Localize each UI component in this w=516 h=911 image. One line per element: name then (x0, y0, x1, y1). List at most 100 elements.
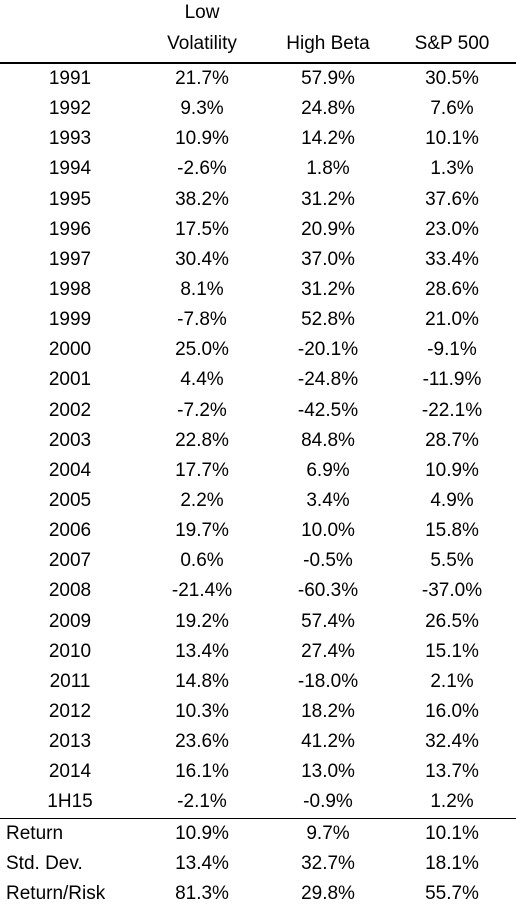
table-cell: -42.5% (297, 399, 359, 421)
table-cell: -0.5% (303, 550, 353, 572)
row-label: 1H15 (47, 791, 93, 813)
table-cell: 19.7% (175, 520, 229, 542)
table-row: 2006 19.7% 10.0% 15.8% (0, 516, 516, 546)
summary-cell: 29.8% (301, 882, 355, 904)
header-cell-high-beta: High Beta (264, 0, 392, 60)
row-label: 2011 (49, 670, 91, 692)
table-row: 2002 -7.2% -42.5% -22.1% (0, 396, 516, 426)
row-label: 1994 (48, 158, 92, 180)
table-cell: 21.7% (175, 68, 229, 89)
table-header: Low Volatility High Beta S&P 500 (0, 0, 516, 64)
summary-cell: 32.7% (301, 852, 355, 874)
table-row: 2013 23.6% 41.2% 32.4% (0, 727, 516, 757)
table-row: 1991 21.7% 57.9% 30.5% (0, 64, 516, 94)
row-label: 2009 (48, 610, 92, 632)
table-cell: -9.1% (427, 339, 477, 361)
summary-cell: 10.9% (175, 822, 229, 844)
row-label: 1997 (48, 248, 92, 270)
row-label: 2003 (48, 429, 92, 451)
row-label: 2010 (48, 640, 92, 662)
row-label: 2006 (48, 520, 92, 542)
table-cell: -60.3% (297, 580, 359, 602)
table-cell: 13.7% (425, 761, 479, 783)
table-cell: 32.4% (425, 731, 479, 753)
row-label: 2000 (48, 339, 92, 361)
table-cell: 24.8% (301, 98, 355, 120)
table-row: 1995 38.2% 31.2% 37.6% (0, 185, 516, 215)
table-cell: 57.4% (301, 610, 355, 632)
table-cell: -21.4% (171, 580, 233, 602)
table-row: 2008 -21.4% -60.3% -37.0% (0, 576, 516, 606)
table-cell: 41.2% (301, 731, 355, 753)
table-cell: 30.4% (175, 248, 229, 270)
table-row: 1996 17.5% 20.9% 23.0% (0, 215, 516, 245)
table-cell: 15.8% (425, 520, 479, 542)
table-cell: 28.6% (425, 278, 479, 300)
table-cell: 9.3% (180, 98, 224, 120)
table-cell: -20.1% (297, 339, 359, 361)
summary-cell: 9.7% (306, 822, 350, 844)
row-label: 1995 (48, 188, 92, 210)
table-cell: -7.2% (177, 399, 227, 421)
table-row: 2012 10.3% 18.2% 16.0% (0, 697, 516, 727)
header-label: Volatility (167, 33, 237, 54)
table-cell: 6.9% (306, 459, 350, 481)
table-cell: 31.2% (301, 278, 355, 300)
table-cell: -11.9% (422, 369, 482, 391)
summary-row: Return/Risk 81.3% 29.8% 55.7% (0, 879, 516, 909)
table-cell: 25.0% (175, 339, 229, 361)
table-cell: -24.8% (297, 369, 359, 391)
table-cell: 10.9% (425, 459, 479, 481)
table-cell: 52.8% (301, 309, 355, 331)
table-cell: -22.1% (421, 399, 483, 421)
summary-cell: 55.7% (425, 882, 479, 904)
table-body: 1991 21.7% 57.9% 30.5% 1992 9.3% 24.8% 7.6% 1993… (0, 64, 516, 818)
table-cell: 10.3% (175, 700, 229, 722)
table-summary: Return 10.9% 9.7% 10.1% Std. Dev. 13.4% 32.7% 1… (0, 817, 516, 909)
row-label: 2002 (48, 399, 92, 421)
table-cell: 1.2% (430, 791, 474, 813)
table-cell: 15.1% (425, 640, 479, 662)
table-row: 1998 8.1% 31.2% 28.6% (0, 275, 516, 305)
table-row: 1999 -7.8% 52.8% 21.0% (0, 305, 516, 335)
row-label: 2014 (48, 761, 92, 783)
summary-cell: 81.3% (175, 882, 229, 904)
table-cell: 0.6% (180, 550, 224, 572)
summary-label: Return/Risk (6, 882, 106, 904)
header-label: S&P 500 (414, 33, 490, 54)
table-cell: 7.6% (430, 98, 474, 120)
table-row: 2011 14.8% -18.0% 2.1% (0, 667, 516, 697)
row-label: 1991 (48, 68, 92, 89)
table-cell: 30.5% (425, 68, 479, 89)
table-cell: 19.2% (175, 610, 229, 632)
table-cell: 57.9% (301, 68, 355, 89)
summary-label: Std. Dev. (6, 852, 83, 874)
row-label: 1993 (48, 128, 92, 150)
table-cell: 28.7% (425, 429, 479, 451)
table-cell: 8.1% (180, 278, 224, 300)
table-row: 1993 10.9% 14.2% 10.1% (0, 124, 516, 154)
table-cell: 10.9% (175, 128, 229, 150)
table-row: 2004 17.7% 6.9% 10.9% (0, 456, 516, 486)
table-cell: 10.0% (301, 520, 355, 542)
header-label: Low (184, 2, 220, 23)
table-row: 1997 30.4% 37.0% 33.4% (0, 245, 516, 275)
table-cell: -37.0% (421, 580, 483, 602)
table-cell: 21.0% (425, 309, 479, 331)
table-row: 2003 22.8% 84.8% 28.7% (0, 426, 516, 456)
table-cell: 1.8% (306, 158, 350, 180)
table-cell: -18.0% (297, 670, 359, 692)
table-row: 1H15 -2.1% -0.9% 1.2% (0, 787, 516, 817)
table-cell: 14.8% (175, 670, 229, 692)
table-cell: 17.5% (175, 218, 229, 240)
table-row: 1994 -2.6% 1.8% 1.3% (0, 154, 516, 184)
summary-row: Return 10.9% 9.7% 10.1% (0, 817, 516, 849)
table-cell: 84.8% (301, 429, 355, 451)
table-row: 2010 13.4% 27.4% 15.1% (0, 637, 516, 667)
table-cell: 37.0% (301, 248, 355, 270)
summary-row: Std. Dev. 13.4% 32.7% 18.1% (0, 849, 516, 879)
table-row: 2005 2.2% 3.4% 4.9% (0, 486, 516, 516)
table-row: 2000 25.0% -20.1% -9.1% (0, 335, 516, 365)
table-cell: 3.4% (306, 489, 350, 511)
